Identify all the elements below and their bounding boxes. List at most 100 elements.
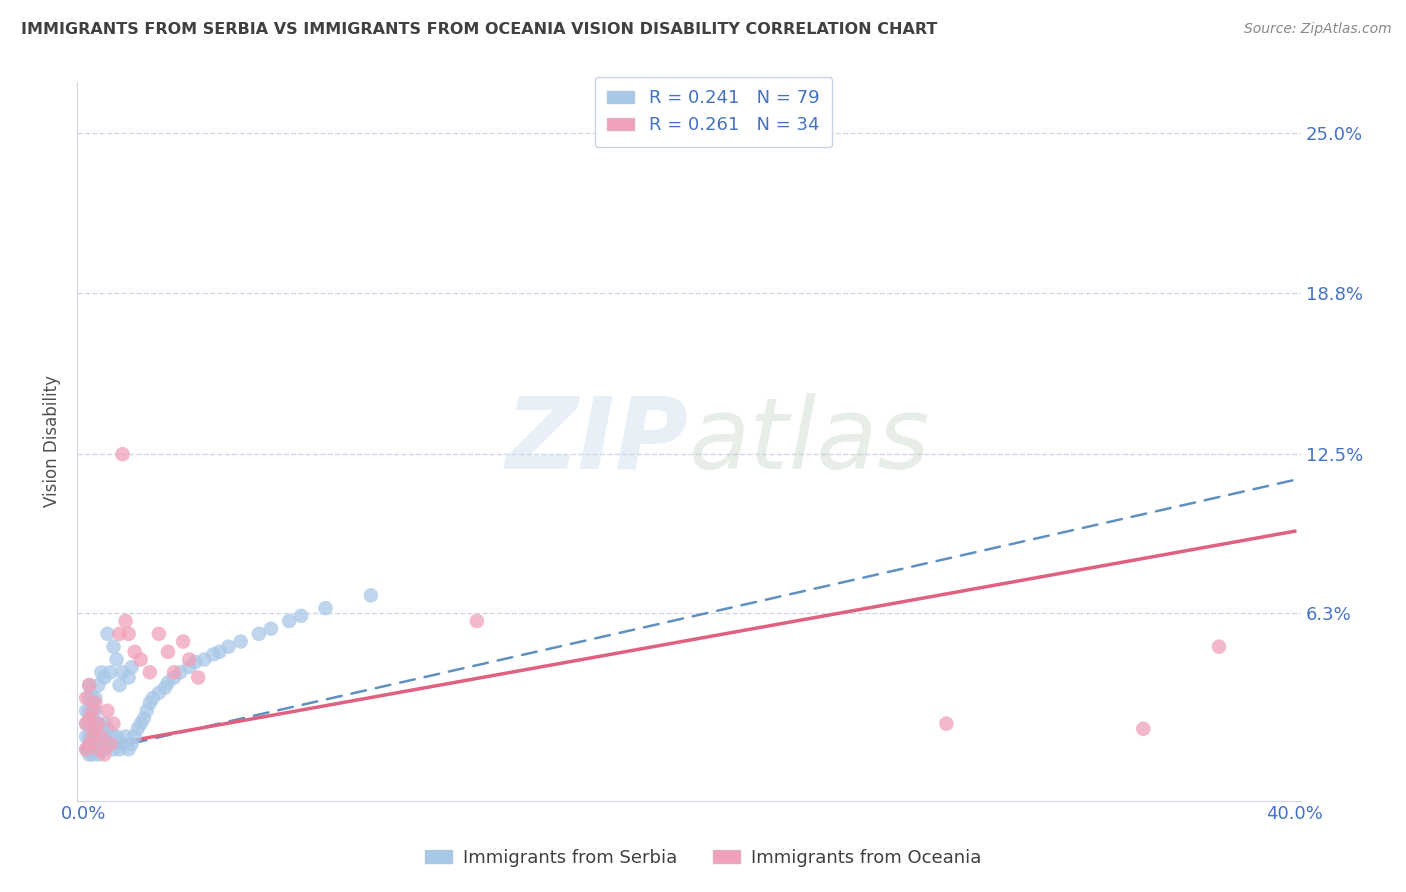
Point xyxy=(127,722,149,736)
Point xyxy=(93,716,115,731)
Point xyxy=(96,627,118,641)
Point xyxy=(187,670,209,684)
Point xyxy=(77,690,100,705)
Point xyxy=(163,670,186,684)
Point xyxy=(184,655,207,669)
Point xyxy=(117,742,139,756)
Text: Source: ZipAtlas.com: Source: ZipAtlas.com xyxy=(1244,22,1392,37)
Point xyxy=(105,730,128,744)
Point xyxy=(77,730,100,744)
Point xyxy=(105,652,128,666)
Point xyxy=(90,732,112,747)
Point xyxy=(93,747,115,762)
Point xyxy=(100,665,122,680)
Point xyxy=(108,742,131,756)
Point xyxy=(247,627,270,641)
Point xyxy=(75,716,97,731)
Point xyxy=(163,665,186,680)
Point xyxy=(148,627,170,641)
Point xyxy=(935,716,957,731)
Point xyxy=(77,678,100,692)
Point xyxy=(124,645,146,659)
Point xyxy=(1208,640,1230,654)
Point xyxy=(100,737,122,751)
Point xyxy=(93,730,115,744)
Point xyxy=(139,665,162,680)
Text: ZIP: ZIP xyxy=(506,392,689,490)
Point xyxy=(93,742,115,756)
Y-axis label: Vision Disability: Vision Disability xyxy=(44,376,60,508)
Point xyxy=(260,622,283,636)
Point xyxy=(229,634,252,648)
Point xyxy=(278,614,301,628)
Point xyxy=(103,742,125,756)
Point xyxy=(96,722,118,736)
Point xyxy=(121,737,143,751)
Point xyxy=(84,696,107,710)
Point xyxy=(208,645,231,659)
Point xyxy=(179,660,201,674)
Point xyxy=(82,737,104,751)
Point xyxy=(172,634,194,648)
Point xyxy=(108,627,131,641)
Point xyxy=(156,645,179,659)
Point xyxy=(111,737,134,751)
Point xyxy=(121,660,143,674)
Point xyxy=(75,742,97,756)
Point xyxy=(87,678,110,692)
Point xyxy=(148,686,170,700)
Point xyxy=(82,747,104,762)
Point xyxy=(114,730,136,744)
Legend: R = 0.241   N = 79, R = 0.261   N = 34: R = 0.241 N = 79, R = 0.261 N = 34 xyxy=(595,77,832,147)
Point xyxy=(77,737,100,751)
Point xyxy=(129,716,152,731)
Point xyxy=(90,730,112,744)
Point xyxy=(314,601,336,615)
Point xyxy=(129,652,152,666)
Point xyxy=(84,722,107,736)
Point xyxy=(111,447,134,461)
Point xyxy=(103,716,125,731)
Point xyxy=(77,716,100,731)
Point xyxy=(117,627,139,641)
Point xyxy=(93,670,115,684)
Point xyxy=(82,704,104,718)
Point xyxy=(87,716,110,731)
Point xyxy=(82,730,104,744)
Point xyxy=(82,716,104,731)
Point xyxy=(179,652,201,666)
Point xyxy=(77,747,100,762)
Point xyxy=(87,747,110,762)
Point xyxy=(90,742,112,756)
Text: IMMIGRANTS FROM SERBIA VS IMMIGRANTS FROM OCEANIA VISION DISABILITY CORRELATION : IMMIGRANTS FROM SERBIA VS IMMIGRANTS FRO… xyxy=(21,22,938,37)
Legend: Immigrants from Serbia, Immigrants from Oceania: Immigrants from Serbia, Immigrants from … xyxy=(418,842,988,874)
Point xyxy=(96,704,118,718)
Point xyxy=(82,730,104,744)
Point xyxy=(218,640,240,654)
Point xyxy=(82,704,104,718)
Point xyxy=(87,737,110,751)
Point xyxy=(124,730,146,744)
Point xyxy=(202,648,225,662)
Text: atlas: atlas xyxy=(689,392,931,490)
Point xyxy=(142,690,165,705)
Point xyxy=(84,704,107,718)
Point xyxy=(84,716,107,731)
Point xyxy=(87,742,110,756)
Point xyxy=(84,730,107,744)
Point xyxy=(1132,722,1154,736)
Point xyxy=(108,678,131,692)
Point xyxy=(117,670,139,684)
Point xyxy=(77,704,100,718)
Point xyxy=(90,665,112,680)
Point xyxy=(103,730,125,744)
Point xyxy=(135,704,157,718)
Point xyxy=(77,712,100,726)
Point xyxy=(111,665,134,680)
Point xyxy=(87,716,110,731)
Point xyxy=(75,730,97,744)
Point xyxy=(96,737,118,751)
Point xyxy=(153,681,176,695)
Point xyxy=(103,640,125,654)
Point xyxy=(156,675,179,690)
